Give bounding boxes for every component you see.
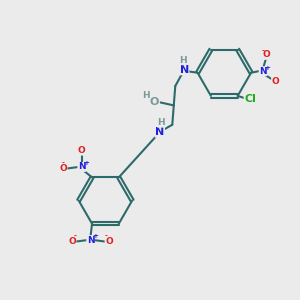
- Text: H: H: [142, 91, 149, 100]
- Text: -: -: [105, 233, 107, 239]
- Text: +: +: [92, 233, 98, 239]
- Text: -: -: [262, 48, 264, 54]
- Text: O: O: [105, 237, 113, 246]
- Text: -: -: [62, 160, 64, 166]
- Text: N: N: [87, 236, 94, 244]
- Text: O: O: [68, 237, 76, 246]
- Text: O: O: [78, 146, 86, 155]
- Text: H: H: [158, 118, 165, 127]
- Text: N: N: [155, 127, 164, 137]
- Text: N: N: [78, 163, 86, 172]
- Text: O: O: [150, 98, 159, 107]
- Text: +: +: [83, 160, 89, 166]
- Text: Cl: Cl: [244, 94, 256, 104]
- Text: N: N: [180, 65, 189, 75]
- Text: O: O: [59, 164, 67, 173]
- Text: O: O: [262, 50, 270, 59]
- Text: -: -: [74, 233, 76, 239]
- Text: H: H: [179, 56, 187, 65]
- Text: O: O: [272, 77, 279, 86]
- Text: +: +: [265, 65, 270, 71]
- Text: N: N: [259, 67, 267, 76]
